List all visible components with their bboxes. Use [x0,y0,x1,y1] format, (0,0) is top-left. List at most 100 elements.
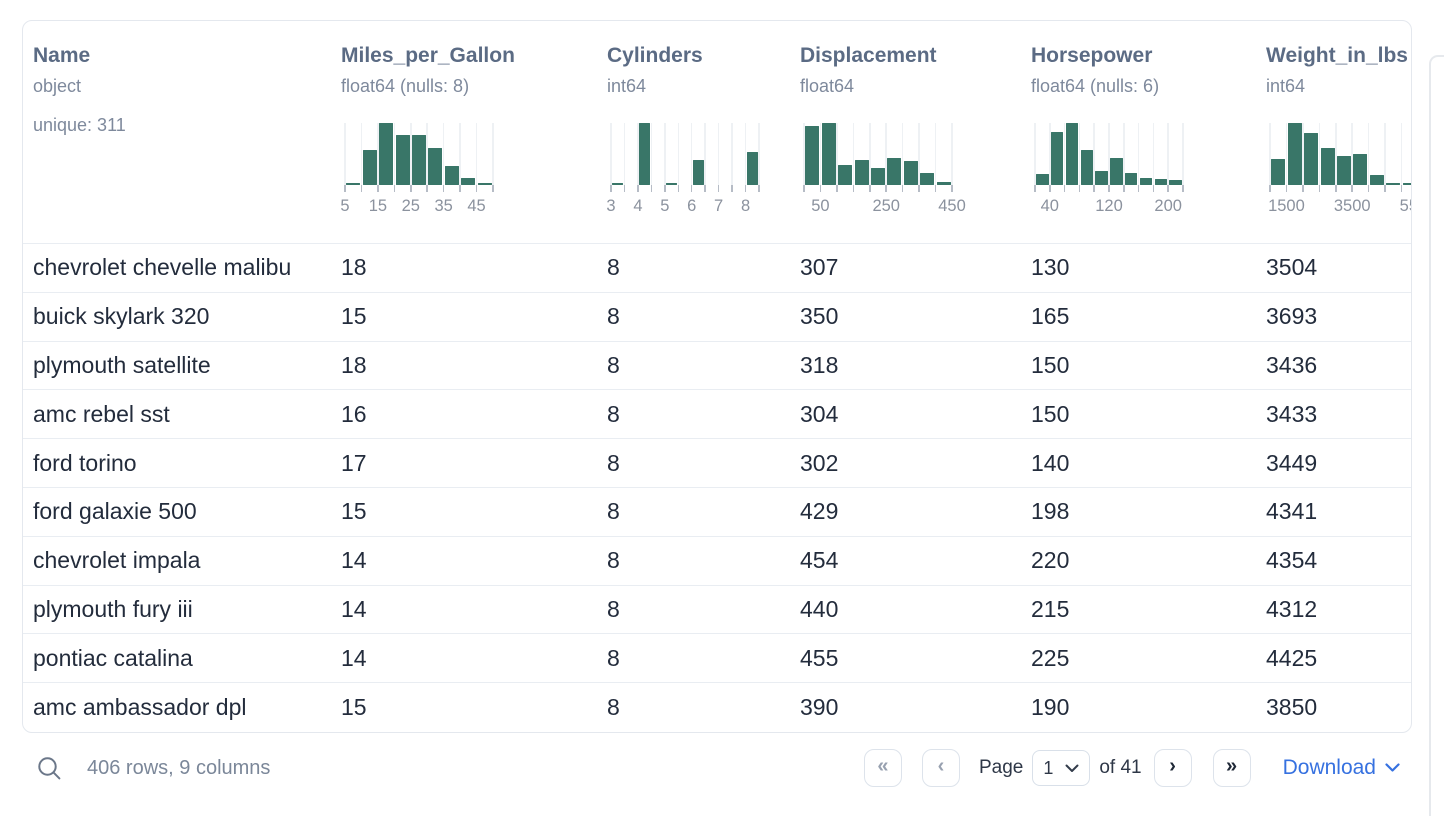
axis-tick [1093,185,1095,192]
histogram-bar [428,147,443,185]
histogram-gridline [459,123,461,185]
axis-tick [459,185,461,192]
histogram-displacement[interactable]: 50 250 450 [803,123,966,215]
histogram-gridline [1108,123,1110,185]
axis-tick [1351,185,1353,192]
histogram-bar [1110,158,1123,185]
histogram-weight-in-lbs[interactable]: 1500 3500 5500 [1268,123,1411,215]
table-footer: 406 rows, 9 columns « ‹ Page 1 of 41 › » [22,732,1412,804]
last-page-button[interactable]: » [1212,749,1251,787]
histogram-gridline [885,123,887,185]
axis-tick-label: 6 [687,197,697,215]
column-title-weight-in-lbs[interactable]: Weight_in_lbs [1266,44,1408,67]
axis-tick-label: 5500 [1399,197,1411,215]
cell-value: 390 [800,693,839,720]
histogram-bar [1125,172,1138,185]
histogram-gridline [758,123,760,185]
histogram-gridline [717,123,720,185]
first-page-glyph: « [877,755,889,777]
histogram-bar [1402,183,1411,185]
table-row: pontiac catalina 14 8 455 225 4425 [23,633,1411,682]
axis-tick [803,185,805,192]
axis-tick [1285,185,1288,192]
adjacent-panel-edge [1429,55,1444,816]
first-page-button[interactable]: « [863,749,902,787]
histogram-gridline [1137,123,1140,185]
histogram-gridline [1269,123,1271,185]
histogram-gridline [1123,123,1125,185]
histogram-bar [1154,179,1167,185]
axis-tick [360,185,363,192]
histogram-gridline [637,123,639,185]
histogram-bar [412,135,426,185]
column-type-weight-in-lbs: int64 [1266,76,1306,96]
column-title-miles-per-gallon[interactable]: Miles_per_Gallon [341,44,515,67]
cell-value: 14 [341,547,367,574]
page-select[interactable]: 1 [1032,750,1091,786]
histogram-gridline [836,123,838,185]
histogram-gridline [1152,123,1155,185]
histogram-gridline [803,123,805,185]
cell-value: 429 [800,498,839,525]
cell-value: 4354 [1266,547,1318,574]
cell-value: 14 [341,595,367,622]
cell-name: amc rebel sst [33,400,170,427]
histogram-bar [1169,180,1182,185]
axis-tick [731,185,733,192]
axis-tick-label: 35 [434,197,453,215]
last-page-glyph: » [1226,755,1238,777]
cell-name: plymouth satellite [33,351,211,378]
column-title-displacement[interactable]: Displacement [800,44,937,67]
histogram-gridline [610,123,612,185]
cell-value: 215 [1031,595,1070,622]
prev-page-button[interactable]: ‹ [921,749,960,787]
axis-tick-label: 40 [1040,197,1059,215]
column-title-horsepower[interactable]: Horsepower [1031,44,1153,67]
column-type-miles-per-gallon: float64 (nulls: 8) [341,76,470,96]
histogram-bar [612,183,624,185]
column-header-horsepower: Horsepower float64 (nulls: 6) 40 120 200 [1031,43,1266,243]
histogram-bar [477,183,492,185]
axis-tick [1384,185,1386,192]
cell-value: 307 [800,254,839,281]
histogram-bar [1369,175,1384,185]
cell-value: 220 [1031,547,1070,574]
cell-name: chevrolet chevelle malibu [33,254,292,281]
column-title-cylinders[interactable]: Cylinders [607,44,703,67]
histogram-miles-per-gallon[interactable]: 5 15 25 35 45 [340,123,494,215]
search-icon[interactable] [36,755,63,782]
table-row: chevrolet chevelle malibu 18 8 307 130 3504 [23,243,1411,292]
histogram-gridline [442,123,445,185]
histogram-bar [362,149,377,185]
cell-value: 4341 [1266,498,1318,525]
column-title-name[interactable]: Name [33,44,91,67]
next-page-button[interactable]: › [1153,749,1192,787]
column-header-name: Name object unique: 311 [23,43,341,243]
table-row: buick skylark 320 15 8 350 165 3693 [23,291,1411,341]
cell-value: 225 [1031,644,1070,671]
axis-tick [1182,185,1184,192]
cell-value: 4425 [1266,644,1318,671]
histogram-horsepower[interactable]: 40 120 200 [1034,123,1184,215]
cell-value: 8 [607,303,620,330]
axis-tick [704,185,706,192]
histogram-gridline [344,123,346,185]
page-label: Page [978,757,1024,778]
histogram-gridline [1167,123,1169,185]
histogram-gridline [410,123,412,185]
axis-tick [1049,185,1051,192]
axis-tick [1318,185,1321,192]
table-row: ford torino 17 8 302 140 3449 [23,438,1411,487]
table-row: chevrolet impala 14 8 454 220 4354 [23,535,1411,585]
axis-tick [637,185,639,192]
column-type-horsepower: float64 (nulls: 6) [1031,76,1160,96]
histogram-bar [379,123,394,185]
histogram-bar [920,172,935,185]
download-button[interactable]: Download [1283,756,1400,780]
axis-tick [492,185,494,192]
axis-tick-label: 200 [1154,197,1182,215]
axis-tick [1063,185,1066,192]
cell-value: 17 [341,449,367,476]
